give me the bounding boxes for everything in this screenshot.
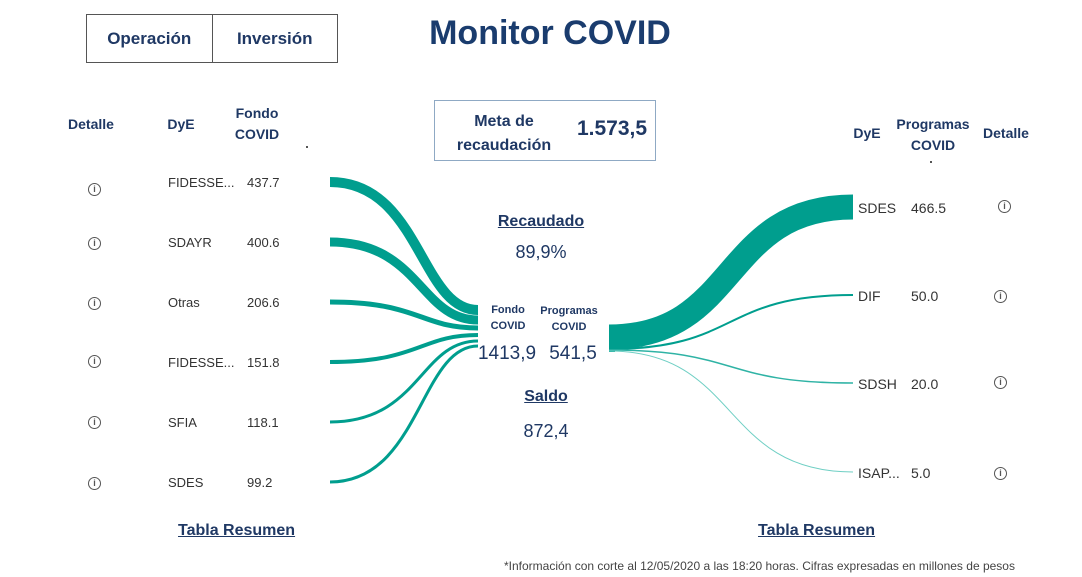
info-icon[interactable]: i bbox=[88, 477, 101, 490]
right-row-value: 20.0 bbox=[911, 376, 939, 392]
flow-right-4[interactable] bbox=[608, 350, 854, 473]
left-row-value: 118.1 bbox=[247, 415, 279, 430]
page-title: Monitor COVID bbox=[429, 14, 671, 52]
info-icon[interactable]: i bbox=[88, 237, 101, 250]
right-row-value: 466.5 bbox=[911, 200, 947, 216]
meta-recaudacion-card: Meta de recaudación 1.573,5 bbox=[434, 100, 656, 161]
flow-left-6[interactable] bbox=[329, 344, 479, 484]
left-row-name: SDAYR bbox=[168, 235, 212, 250]
left-header-fondo-covid: Fondo COVID bbox=[234, 105, 280, 142]
left-row-name: Otras bbox=[168, 295, 200, 310]
left-tabla-resumen-link[interactable]: Tabla Resumen bbox=[178, 522, 296, 539]
fondo-covid-node-label: Fondo COVID bbox=[490, 304, 526, 332]
right-tabla-resumen-link[interactable]: Tabla Resumen bbox=[758, 522, 876, 539]
left-header-dye: DyE bbox=[167, 116, 195, 132]
info-icon[interactable]: i bbox=[88, 297, 101, 310]
left-row-name: FIDESSE... bbox=[168, 175, 235, 190]
right-row-value: 5.0 bbox=[911, 465, 931, 481]
saldo-link[interactable]: Saldo bbox=[524, 388, 568, 405]
meta-label: Meta de recaudación bbox=[456, 113, 552, 154]
info-icon[interactable]: i bbox=[88, 416, 101, 429]
view-tab-group: Operación Inversión bbox=[86, 14, 338, 63]
flow-left-1[interactable] bbox=[329, 177, 479, 315]
right-header-programas-covid: Programas COVID bbox=[896, 116, 970, 153]
tab-operacion[interactable]: Operación bbox=[107, 28, 192, 48]
right-row-name: SDES bbox=[858, 200, 897, 216]
right-row-name: DIF bbox=[858, 288, 881, 304]
left-row-value: 99.2 bbox=[247, 475, 273, 490]
left-row-value: 206.6 bbox=[247, 295, 280, 310]
tab-inversion[interactable]: Inversión bbox=[211, 15, 338, 62]
left-row-value: 151.8 bbox=[247, 355, 280, 370]
left-row-name: SDES bbox=[168, 475, 204, 490]
saldo-value: 872,4 bbox=[523, 421, 569, 441]
flow-left-2[interactable] bbox=[329, 237, 479, 325]
left-header-detalle: Detalle bbox=[68, 116, 114, 132]
flow-right-1[interactable] bbox=[608, 194, 854, 350]
info-icon[interactable]: i bbox=[88, 355, 101, 368]
right-header-marker bbox=[930, 161, 932, 163]
left-row-name: FIDESSE... bbox=[168, 355, 235, 370]
info-icon[interactable]: i bbox=[994, 467, 1007, 480]
programas-covid-node-value: 541,5 bbox=[549, 343, 597, 364]
right-row-name: SDSH bbox=[858, 376, 897, 392]
right-header-dye: DyE bbox=[853, 125, 881, 141]
info-icon[interactable]: i bbox=[998, 200, 1011, 213]
left-header-marker bbox=[306, 146, 308, 148]
flow-left-5[interactable] bbox=[329, 339, 479, 424]
flow-left-3[interactable] bbox=[329, 299, 479, 331]
left-row-value: 400.6 bbox=[247, 235, 280, 250]
recaudado-link[interactable]: Recaudado bbox=[497, 213, 585, 230]
programas-covid-node-label: Programas COVID bbox=[540, 305, 598, 333]
recaudado-value: 89,9% bbox=[515, 242, 567, 262]
flow-right-3[interactable] bbox=[608, 349, 854, 384]
meta-value: 1.573,5 bbox=[576, 117, 648, 140]
flow-right-2[interactable] bbox=[608, 294, 854, 350]
right-row-value: 50.0 bbox=[911, 288, 939, 304]
fondo-covid-node-value: 1413,9 bbox=[477, 343, 537, 364]
footnote: *Información con corte al 12/05/2020 a l… bbox=[504, 559, 1015, 573]
flow-left-4[interactable] bbox=[329, 333, 479, 364]
right-row-name: ISAP... bbox=[858, 465, 900, 481]
left-row-value: 437.7 bbox=[247, 175, 280, 190]
info-icon[interactable]: i bbox=[88, 183, 101, 196]
right-header-detalle: Detalle bbox=[983, 125, 1029, 141]
info-icon[interactable]: i bbox=[994, 376, 1007, 389]
left-row-name: SFIA bbox=[168, 415, 197, 430]
info-icon[interactable]: i bbox=[994, 290, 1007, 303]
